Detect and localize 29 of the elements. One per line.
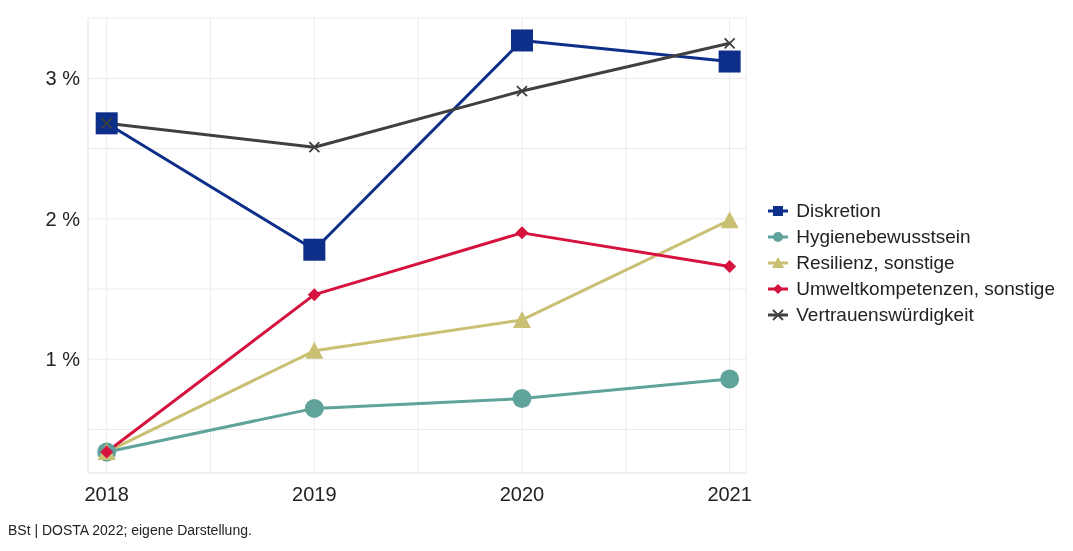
- point: [723, 37, 736, 50]
- point: [718, 50, 741, 73]
- x-tick-label: 2018: [84, 483, 129, 506]
- point: [95, 112, 118, 135]
- x-tick-label: 2019: [292, 483, 337, 506]
- x-tick-label: 2020: [499, 483, 545, 506]
- legend-label: Resilienz, sonstige: [796, 251, 955, 275]
- x-tick-label: 2021: [707, 483, 752, 506]
- point: [304, 398, 324, 418]
- point: [516, 85, 528, 97]
- point: [307, 288, 321, 302]
- point: [510, 29, 533, 52]
- legend-label: Vertrauenswürdigkeit: [796, 303, 974, 327]
- y-tick-label: 3 %: [45, 67, 81, 90]
- y-tick-label: 2 %: [45, 207, 81, 230]
- point: [512, 310, 531, 328]
- point: [308, 141, 321, 154]
- text: BSt | DOSTA 2022; eigene Darstellung.: [8, 522, 253, 538]
- legend-label: Umweltkompetenzen, sonstige: [796, 277, 1055, 301]
- point: [720, 369, 740, 389]
- legend-label: Hygienebewusstsein: [796, 225, 971, 249]
- point: [515, 226, 529, 240]
- point: [720, 211, 739, 229]
- y-tick-label: 1 %: [45, 348, 81, 371]
- point: [512, 389, 532, 409]
- point: [303, 238, 326, 261]
- legend-label: Diskretion: [796, 199, 881, 223]
- point: [305, 341, 324, 359]
- point: [723, 260, 737, 274]
